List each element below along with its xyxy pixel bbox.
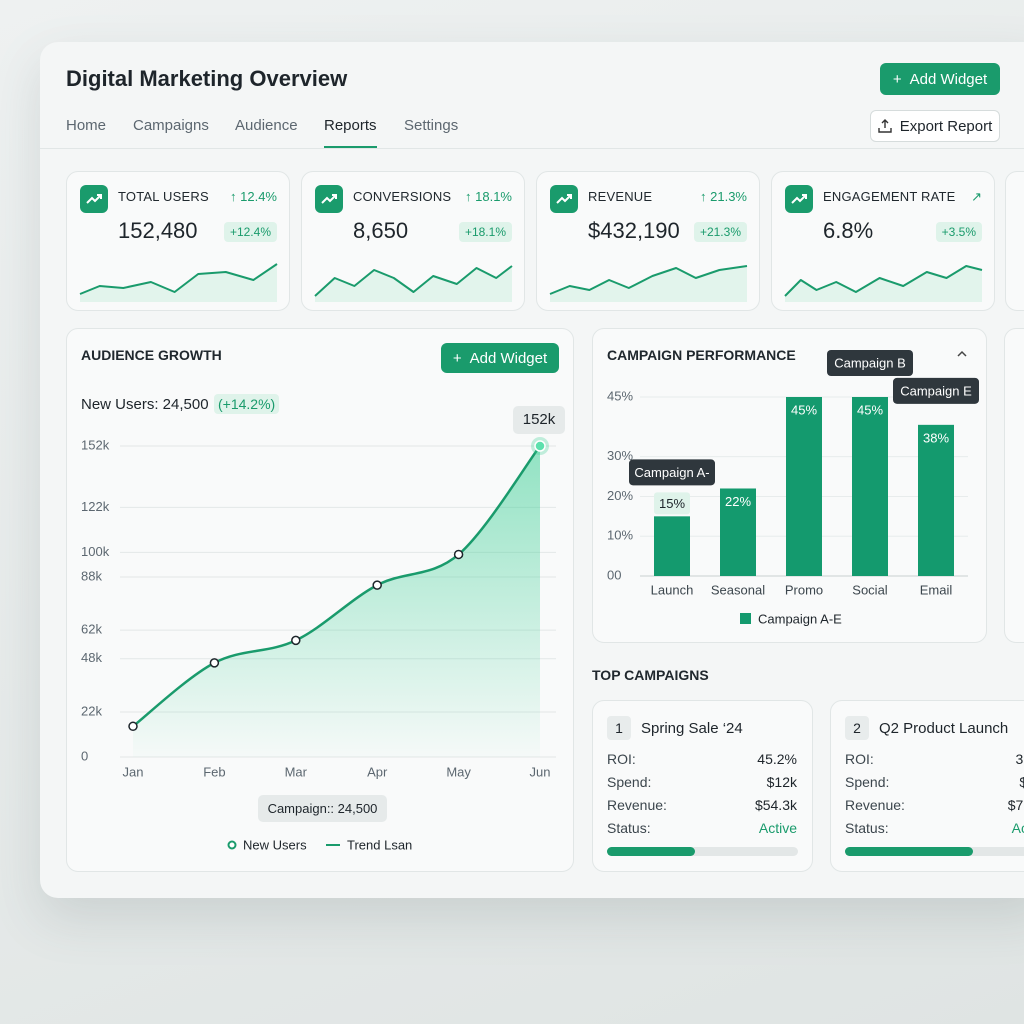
summary-label: New Users: 24,500: [81, 396, 209, 413]
progress-fill: [845, 847, 973, 856]
chevron-icon: [957, 350, 967, 357]
add-widget-button[interactable]: + Add Widget: [880, 63, 1000, 95]
kpi-card: TOTAL USERS ↑ 12.4% 152,480 +12.4%: [66, 171, 290, 311]
field-label: Status:: [845, 820, 889, 836]
field-value: 45.2%: [757, 751, 797, 767]
progress-track: [607, 847, 798, 856]
field-label: ROI:: [845, 751, 874, 767]
campaign-summary-card: 1 Spring Sale ‘24 ROI: 45.2% Spend: $12k Reven…: [592, 700, 813, 872]
field-value: $12k: [766, 774, 797, 790]
kpi-badge: +18.1%: [458, 222, 512, 242]
rank-badge: 2: [845, 716, 869, 740]
field-value: Acti: [1011, 820, 1024, 836]
rank-badge: 1: [607, 716, 631, 740]
plus-icon: +: [892, 70, 902, 88]
plus-icon: +: [452, 349, 462, 367]
field-label: Revenue:: [607, 797, 667, 813]
field-value: $72.: [1007, 797, 1024, 813]
kpi-badge: +3.5%: [935, 222, 982, 242]
button-label: Add Widget: [909, 70, 988, 88]
field-value: $54.3k: [754, 797, 797, 813]
up-arrow: ↗: [971, 189, 982, 204]
section-title: AUDIENCE GROWTH: [81, 347, 222, 363]
field-value: Active: [758, 820, 797, 836]
nav-tab[interactable]: Campaigns: [133, 117, 209, 134]
kpi-icon: [315, 185, 343, 213]
campaign-chip: Campaign:: 24,500: [258, 795, 387, 822]
trend-icon: [791, 194, 807, 204]
kpi-change: ↑ 12.4%: [230, 189, 277, 204]
button-label: Export Report: [899, 117, 993, 135]
kpi-change: ↑ 18.1%: [465, 189, 512, 204]
section-title: CAMPAIGN PERFORMANCE: [607, 347, 796, 363]
kpi-value: $432,190: [588, 218, 680, 243]
campaign-card: [592, 328, 987, 643]
field-label: Spend:: [845, 774, 890, 790]
field-value: $1: [1019, 774, 1024, 790]
kpi-card-partial: [1005, 171, 1024, 311]
active-tab-underline: [324, 146, 377, 148]
kpi-icon: [550, 185, 578, 213]
kpi-icon: [80, 185, 108, 213]
campaign-name: Spring Sale ‘24: [641, 720, 743, 737]
sparkline: [314, 265, 513, 302]
kpi-value: 8,650: [353, 218, 409, 243]
divider: [40, 148, 1024, 149]
collapse-button[interactable]: [955, 347, 969, 361]
field-label: ROI:: [607, 751, 636, 767]
kpi-title: ENGAGEMENT RATE: [823, 189, 956, 204]
sparkline: [549, 265, 748, 302]
button-label: Add Widget: [469, 349, 548, 367]
kpi-value: 6.8%: [823, 218, 874, 243]
kpi-card: ENGAGEMENT RATE ↗ 6.8% +3.5%: [771, 171, 995, 311]
up-arrow: ↑: [230, 189, 241, 204]
up-arrow: ↑: [465, 189, 476, 204]
trend-icon: [86, 194, 102, 204]
progress-fill: [607, 847, 695, 856]
export-button[interactable]: Export Report: [870, 110, 1000, 142]
summary-badge: (+14.2%): [214, 394, 280, 414]
page-title: Digital Marketing Overview: [66, 66, 348, 91]
campaign-summary-card: 2 Q2 Product Launch ROI: 38. Spend: $1 Revenue…: [830, 700, 1024, 872]
section-title: TOP CAMPAIGNS: [592, 667, 709, 683]
kpi-change-value: 21.3%: [710, 189, 747, 204]
kpi-change: ↑ 21.3%: [700, 189, 747, 204]
add-widget-button[interactable]: + Add Widget: [441, 343, 559, 373]
kpi-change-value: 18.1%: [475, 189, 512, 204]
up-arrow: ↑: [700, 189, 711, 204]
nav-tab[interactable]: Home: [66, 117, 107, 134]
kpi-badge: +12.4%: [223, 222, 277, 242]
field-label: Spend:: [607, 774, 652, 790]
nav-tab[interactable]: Audience: [235, 117, 298, 134]
sparkline: [79, 263, 278, 302]
kpi-title: REVENUE: [588, 189, 653, 204]
kpi-card: REVENUE ↑ 21.3% $432,190 +21.3%: [536, 171, 760, 311]
partial-card: [1004, 328, 1024, 643]
kpi-title: TOTAL USERS: [118, 189, 209, 204]
kpi-badge: +21.3%: [693, 222, 747, 242]
kpi-value: 152,480: [118, 218, 198, 243]
field-label: Status:: [607, 820, 651, 836]
kpi-change-value: 12.4%: [240, 189, 277, 204]
kpi-title: CONVERSIONS: [353, 189, 452, 204]
trend-icon: [321, 194, 337, 204]
campaign-name: Q2 Product Launch: [879, 720, 1009, 737]
kpi-icon: [785, 185, 813, 213]
trend-icon: [556, 194, 572, 204]
field-label: Revenue:: [845, 797, 905, 813]
kpi-card: CONVERSIONS ↑ 18.1% 8,650 +18.1%: [301, 171, 525, 311]
sparkline: [784, 265, 983, 302]
nav-tab[interactable]: Settings: [404, 117, 459, 134]
nav-tab[interactable]: Reports: [324, 117, 377, 134]
field-value: 38.: [1015, 751, 1024, 767]
export-icon: [878, 119, 892, 133]
kpi-change: ↗: [971, 189, 982, 205]
